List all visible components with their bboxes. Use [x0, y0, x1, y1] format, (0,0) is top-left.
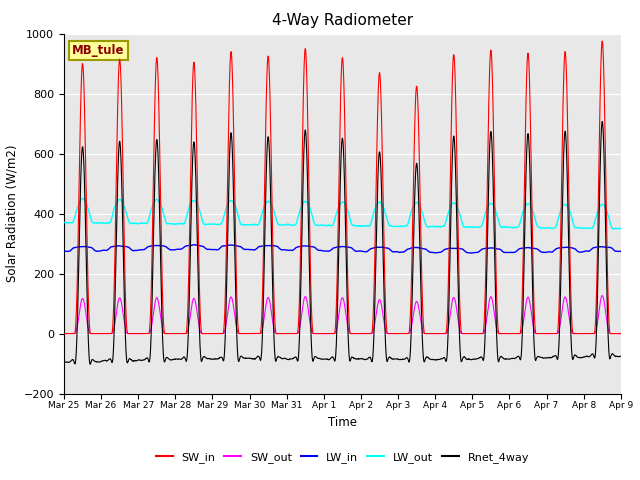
Legend: SW_in, SW_out, LW_in, LW_out, Rnet_4way: SW_in, SW_out, LW_in, LW_out, Rnet_4way: [152, 447, 533, 467]
Y-axis label: Solar Radiation (W/m2): Solar Radiation (W/m2): [5, 145, 18, 282]
Text: MB_tule: MB_tule: [72, 44, 125, 58]
X-axis label: Time: Time: [328, 416, 357, 429]
Title: 4-Way Radiometer: 4-Way Radiometer: [272, 13, 413, 28]
